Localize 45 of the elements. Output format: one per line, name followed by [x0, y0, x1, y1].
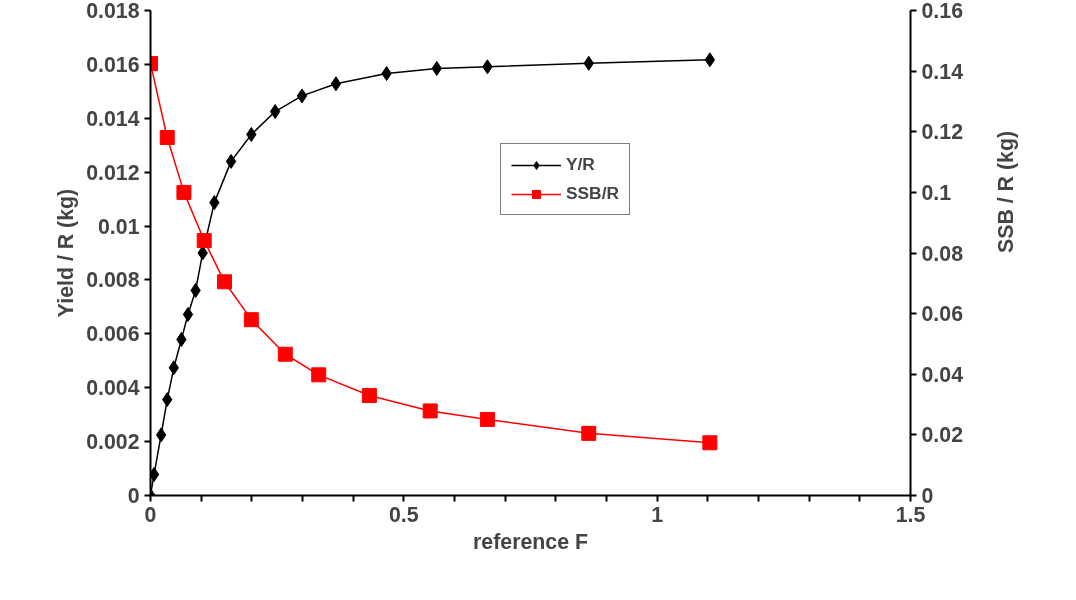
y-tick-label: 0.008 — [86, 268, 140, 293]
y2-tick-label: 0.1 — [921, 180, 952, 205]
point — [311, 367, 327, 383]
point — [176, 184, 192, 200]
point — [243, 312, 259, 328]
y-tick-label: 0 — [127, 484, 140, 508]
point — [159, 130, 175, 146]
y-tick-label: 0.004 — [86, 376, 140, 401]
point — [296, 88, 308, 104]
y-tick-label: 0.016 — [86, 52, 140, 77]
y-tick-label: 0.002 — [86, 430, 140, 455]
y2-tick-label: 0.16 — [921, 0, 964, 23]
y2-tick-label: 0.08 — [921, 241, 964, 266]
point — [704, 52, 716, 68]
point — [182, 306, 194, 322]
point — [196, 233, 212, 249]
y2-tick-label: 0.12 — [921, 120, 964, 145]
y-tick-label: 0.018 — [86, 0, 140, 23]
point — [269, 104, 281, 120]
point — [225, 153, 237, 169]
point — [277, 346, 293, 362]
y2-tick-label: 0.06 — [921, 302, 964, 327]
x-axis-title: reference F — [473, 529, 588, 554]
y2-tick-label: 0.04 — [921, 362, 964, 387]
y-axis-title: Yield / R (kg) — [54, 188, 79, 318]
y-tick-label: 0.012 — [86, 160, 140, 185]
y2-tick-label: 0.14 — [921, 59, 964, 84]
point — [216, 274, 232, 290]
point — [422, 403, 438, 419]
point — [479, 411, 495, 427]
point — [155, 427, 167, 443]
legend-label: Y/R — [566, 154, 595, 175]
y-tick-label: 0.014 — [86, 106, 140, 131]
y-tick-label: 0.01 — [97, 214, 140, 239]
y-tick-label: 0.006 — [86, 322, 140, 347]
x-tick-label: 0.5 — [389, 502, 419, 527]
x-tick-label: 1 — [651, 502, 664, 527]
point — [361, 387, 377, 403]
y2-axis-title: SSB / R (kg) — [994, 130, 1019, 253]
point — [330, 76, 342, 92]
y2-tick-label: 0.02 — [921, 423, 964, 448]
x-tick-label: 0 — [144, 502, 157, 527]
point — [581, 425, 597, 441]
legend-label: SSB/R — [566, 183, 619, 204]
point — [702, 435, 718, 451]
